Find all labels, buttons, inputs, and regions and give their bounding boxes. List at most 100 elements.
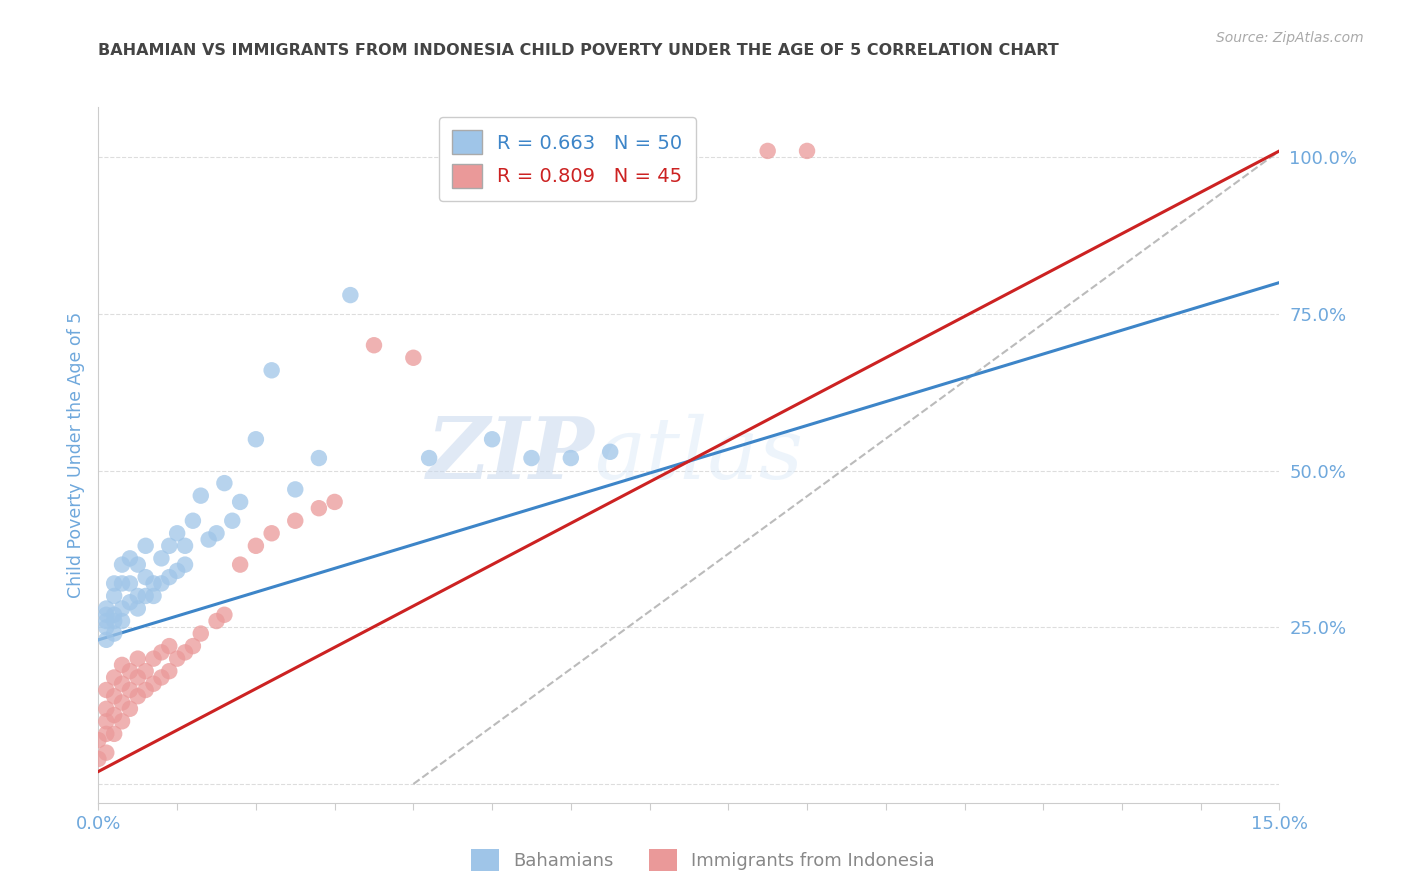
Point [150,551,173,566]
Point [157,639,180,653]
Point [111,657,134,672]
Point [103,607,125,622]
Point [308,451,330,466]
Point [339,288,361,302]
Point [142,676,165,690]
Point [166,526,188,541]
Point [284,483,307,497]
Point [96,601,118,615]
Point [103,614,125,628]
Point [103,727,125,741]
Point [560,451,582,466]
Point [87,733,110,747]
Point [87,752,110,766]
Point [127,589,149,603]
Point [756,144,779,158]
Point [229,558,252,572]
Point [157,539,180,553]
Point [284,514,307,528]
Point [96,620,118,634]
Point [118,576,141,591]
Point [418,451,440,466]
Point [796,144,818,158]
Point [174,558,197,572]
Point [111,614,134,628]
Point [520,451,543,466]
Point [96,614,118,628]
Point [96,607,118,622]
Point [127,558,149,572]
Point [135,683,157,698]
Point [323,495,346,509]
Point [174,539,197,553]
Point [135,589,157,603]
Point [260,363,283,377]
Point [245,432,267,446]
Text: ZIP: ZIP [426,413,595,497]
Y-axis label: Child Poverty Under the Age of 5: Child Poverty Under the Age of 5 [66,312,84,598]
Point [181,514,204,528]
Text: Source: ZipAtlas.com: Source: ZipAtlas.com [1216,31,1364,45]
Point [181,639,204,653]
Point [111,714,134,729]
Point [481,432,503,446]
Legend: Bahamians, Immigrants from Indonesia: Bahamians, Immigrants from Indonesia [464,842,942,879]
Point [190,489,212,503]
Text: atlas: atlas [595,414,804,496]
Point [205,614,228,628]
Point [214,476,236,491]
Point [96,746,118,760]
Point [150,670,173,684]
Point [118,595,141,609]
Point [96,714,118,729]
Point [127,601,149,615]
Point [214,607,236,622]
Point [103,690,125,704]
Point [157,664,180,678]
Point [197,533,219,547]
Point [111,576,134,591]
Point [166,651,188,665]
Point [96,683,118,698]
Point [118,551,141,566]
Point [103,626,125,640]
Point [142,651,165,665]
Point [96,632,118,647]
Point [96,702,118,716]
Point [599,444,621,458]
Point [118,664,141,678]
Point [157,570,180,584]
Point [150,645,173,659]
Point [142,576,165,591]
Point [103,576,125,591]
Point [127,670,149,684]
Point [135,539,157,553]
Point [111,696,134,710]
Text: BAHAMIAN VS IMMIGRANTS FROM INDONESIA CHILD POVERTY UNDER THE AGE OF 5 CORRELATI: BAHAMIAN VS IMMIGRANTS FROM INDONESIA CH… [98,43,1059,58]
Point [103,670,125,684]
Point [103,708,125,723]
Point [174,645,197,659]
Point [135,664,157,678]
Point [260,526,283,541]
Point [135,570,157,584]
Point [103,589,125,603]
Point [118,683,141,698]
Point [111,558,134,572]
Point [111,676,134,690]
Point [363,338,385,352]
Point [308,501,330,516]
Point [111,601,134,615]
Point [402,351,425,365]
Point [221,514,243,528]
Point [166,564,188,578]
Point [96,727,118,741]
Point [142,589,165,603]
Point [205,526,228,541]
Point [245,539,267,553]
Point [127,690,149,704]
Point [190,626,212,640]
Point [118,702,141,716]
Point [229,495,252,509]
Point [127,651,149,665]
